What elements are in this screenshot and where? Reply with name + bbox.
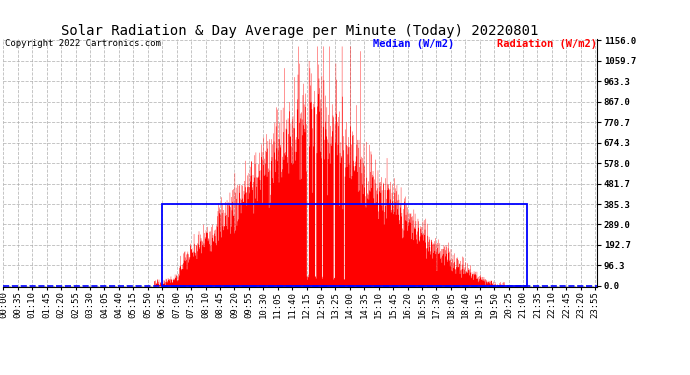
Title: Solar Radiation & Day Average per Minute (Today) 20220801: Solar Radiation & Day Average per Minute…: [61, 24, 539, 38]
Text: Radiation (W/m2): Radiation (W/m2): [497, 39, 597, 50]
Text: Copyright 2022 Cartronics.com: Copyright 2022 Cartronics.com: [5, 39, 161, 48]
Text: Median (W/m2): Median (W/m2): [373, 39, 454, 50]
Bar: [162, 204, 527, 286]
